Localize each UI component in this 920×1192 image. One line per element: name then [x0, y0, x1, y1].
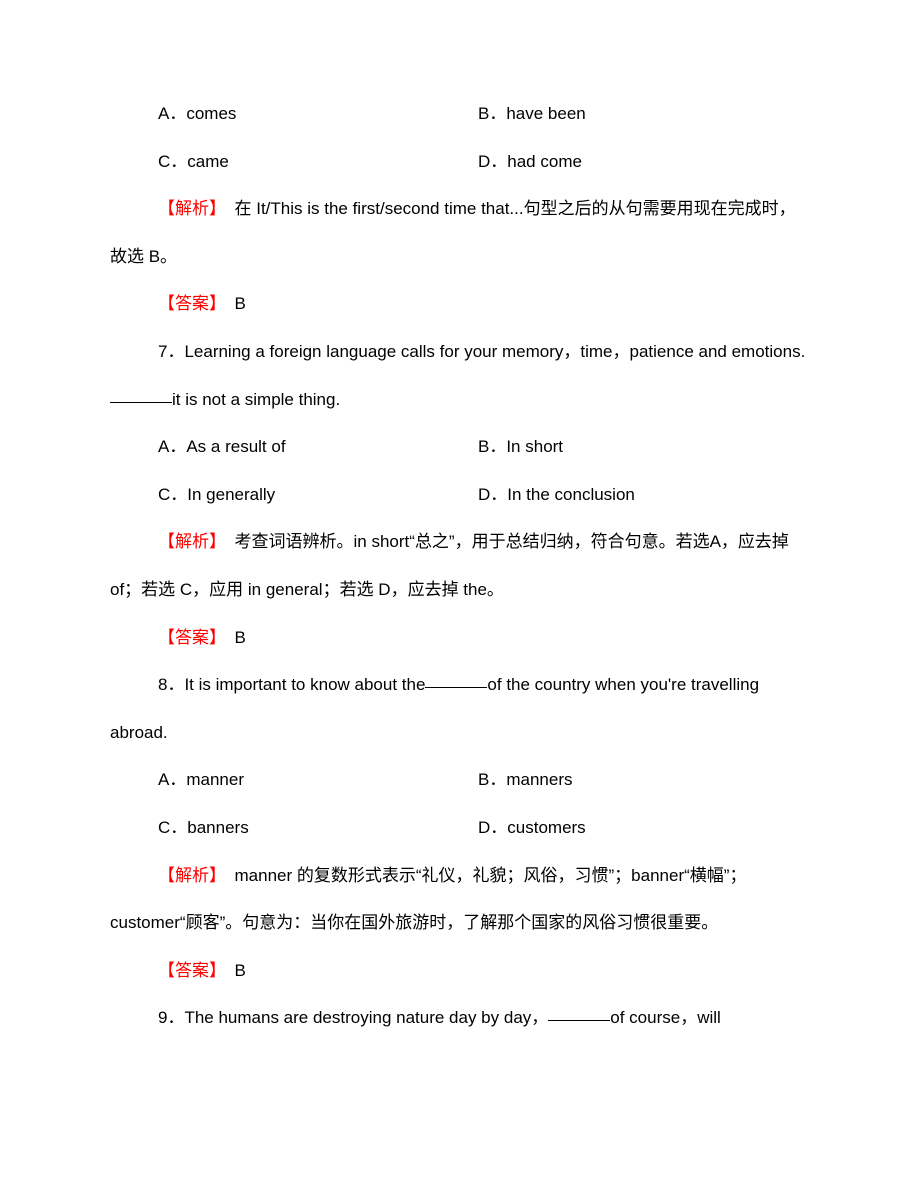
answer-label: 【答案】: [158, 294, 218, 313]
option-d: D．customers: [478, 804, 810, 852]
option-b: B．manners: [478, 756, 810, 804]
option-a: A．As a result of: [158, 423, 478, 471]
q8-answer: 【答案】 B: [110, 947, 810, 995]
q6-options-row2: C．came D．had come: [110, 138, 810, 186]
option-b: B．have been: [478, 90, 810, 138]
blank: [110, 385, 172, 403]
option-c: C．In generally: [158, 471, 478, 519]
blank: [425, 670, 487, 688]
answer-label: 【答案】: [158, 961, 218, 980]
q7-options-row2: C．In generally D．In the conclusion: [110, 471, 810, 519]
q6-analysis: 【解析】 在 It/This is the first/second time …: [110, 185, 810, 280]
stem-pre: 7．Learning a foreign language calls for …: [158, 342, 805, 361]
answer-label: 【答案】: [158, 628, 218, 647]
option-a: A．comes: [158, 90, 478, 138]
option-c: C．banners: [158, 804, 478, 852]
analysis-label: 【解析】: [158, 532, 218, 551]
q7-answer: 【答案】 B: [110, 614, 810, 662]
q6-options-row1: A．comes B．have been: [110, 90, 810, 138]
answer-text: B: [218, 628, 246, 647]
stem-post: of course，will: [610, 1008, 721, 1027]
q9-stem: 9．The humans are destroying nature day b…: [110, 994, 810, 1042]
q8-options-row1: A．manner B．manners: [110, 756, 810, 804]
q7-analysis: 【解析】 考查词语辨析。in short“总之”，用于总结归纳，符合句意。若选A…: [110, 518, 810, 613]
q6-answer: 【答案】 B: [110, 280, 810, 328]
analysis-label: 【解析】: [158, 866, 218, 885]
document-page: A．comes B．have been C．came D．had come 【解…: [0, 0, 920, 1102]
blank: [548, 1003, 610, 1021]
stem-post: it is not a simple thing.: [172, 390, 340, 409]
q8-analysis: 【解析】 manner 的复数形式表示“礼仪，礼貌；风俗，习惯”；banner“…: [110, 852, 810, 947]
stem-pre: 9．The humans are destroying nature day b…: [158, 1008, 548, 1027]
q7-options-row1: A．As a result of B．In short: [110, 423, 810, 471]
q8-stem: 8．It is important to know about theof th…: [110, 661, 810, 756]
q7-stem: 7．Learning a foreign language calls for …: [110, 328, 810, 423]
q8-options-row2: C．banners D．customers: [110, 804, 810, 852]
analysis-label: 【解析】: [158, 199, 218, 218]
answer-text: B: [218, 294, 246, 313]
option-b: B．In short: [478, 423, 810, 471]
option-c: C．came: [158, 138, 478, 186]
option-d: D．had come: [478, 138, 810, 186]
answer-text: B: [218, 961, 246, 980]
option-a: A．manner: [158, 756, 478, 804]
option-d: D．In the conclusion: [478, 471, 810, 519]
stem-pre: 8．It is important to know about the: [158, 675, 425, 694]
